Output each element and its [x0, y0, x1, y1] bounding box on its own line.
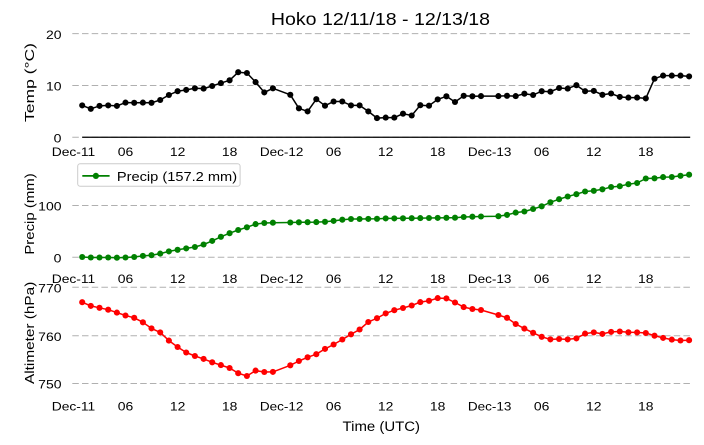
svg-text:Dec-12: Dec-12 — [260, 272, 304, 286]
svg-text:0: 0 — [54, 132, 62, 146]
svg-text:Precip (mm): Precip (mm) — [22, 173, 37, 254]
svg-text:Dec-11: Dec-11 — [52, 400, 96, 414]
svg-text:18: 18 — [638, 272, 654, 286]
svg-text:18: 18 — [430, 272, 446, 286]
svg-text:12: 12 — [378, 145, 394, 159]
svg-text:18: 18 — [430, 400, 446, 414]
svg-text:Dec-12: Dec-12 — [260, 145, 304, 159]
svg-text:12: 12 — [170, 145, 186, 159]
svg-text:Dec-13: Dec-13 — [468, 145, 512, 159]
svg-text:18: 18 — [222, 145, 238, 159]
svg-text:18: 18 — [222, 400, 238, 414]
svg-text:12: 12 — [378, 400, 394, 414]
svg-text:0: 0 — [54, 252, 62, 266]
svg-text:Altimeter (hPa): Altimeter (hPa) — [22, 282, 37, 384]
svg-text:Hoko 12/11/18 - 12/13/18: Hoko 12/11/18 - 12/13/18 — [271, 9, 490, 29]
svg-text:Time (UTC): Time (UTC) — [343, 419, 421, 434]
svg-text:10: 10 — [46, 80, 62, 94]
svg-text:Dec-11: Dec-11 — [52, 145, 96, 159]
svg-text:18: 18 — [638, 145, 654, 159]
svg-text:12: 12 — [586, 145, 602, 159]
svg-text:06: 06 — [326, 400, 342, 414]
svg-text:12: 12 — [378, 272, 394, 286]
svg-text:750: 750 — [38, 378, 62, 392]
svg-text:20: 20 — [46, 28, 62, 42]
svg-text:06: 06 — [534, 145, 550, 159]
svg-text:Dec-12: Dec-12 — [260, 400, 304, 414]
svg-text:18: 18 — [222, 272, 238, 286]
svg-text:Temp (°C): Temp (°C) — [22, 43, 37, 122]
svg-text:Dec-11: Dec-11 — [52, 272, 96, 286]
svg-text:06: 06 — [118, 145, 134, 159]
svg-text:760: 760 — [38, 330, 62, 344]
svg-text:12: 12 — [586, 272, 602, 286]
svg-text:12: 12 — [170, 272, 186, 286]
svg-text:06: 06 — [534, 400, 550, 414]
svg-text:12: 12 — [170, 400, 186, 414]
svg-text:770: 770 — [38, 281, 62, 295]
svg-text:18: 18 — [638, 400, 654, 414]
svg-text:18: 18 — [430, 145, 446, 159]
svg-text:06: 06 — [118, 272, 134, 286]
svg-text:Dec-13: Dec-13 — [468, 400, 512, 414]
svg-text:06: 06 — [534, 272, 550, 286]
svg-text:Precip (157.2 mm): Precip (157.2 mm) — [117, 169, 237, 184]
svg-text:06: 06 — [118, 400, 134, 414]
svg-text:Dec-13: Dec-13 — [468, 272, 512, 286]
svg-text:06: 06 — [326, 272, 342, 286]
svg-text:12: 12 — [586, 400, 602, 414]
svg-text:100: 100 — [38, 200, 62, 214]
svg-text:06: 06 — [326, 145, 342, 159]
